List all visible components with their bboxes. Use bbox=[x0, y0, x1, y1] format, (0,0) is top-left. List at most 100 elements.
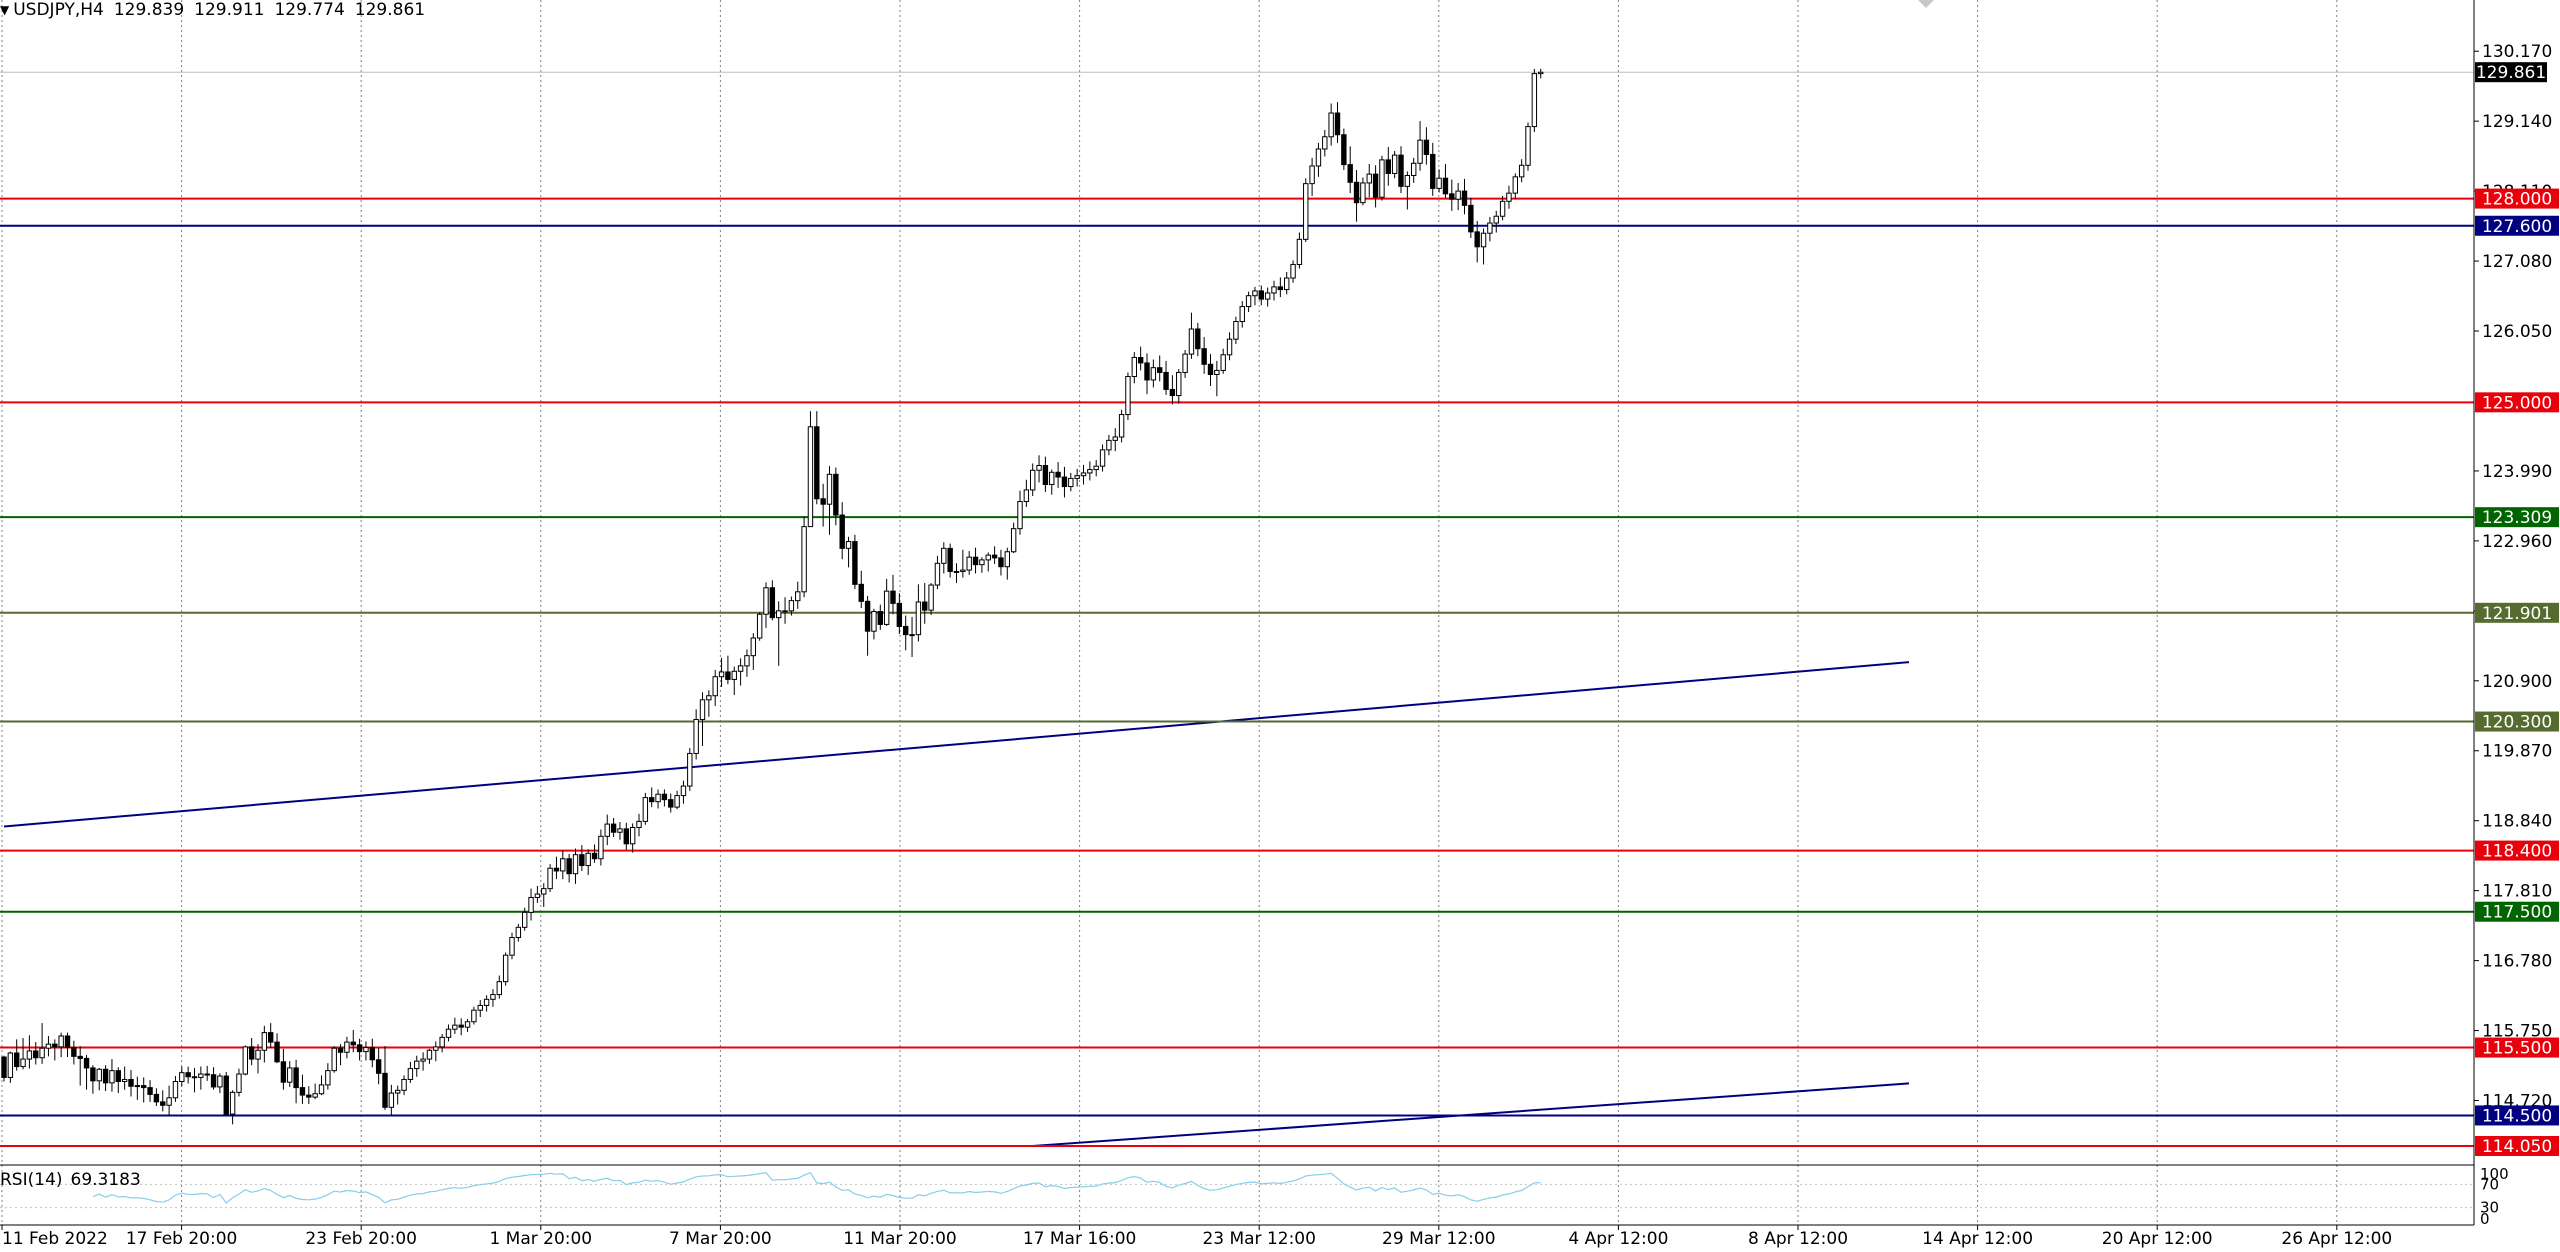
candle bbox=[109, 1059, 115, 1092]
candle-body-bull bbox=[1245, 295, 1252, 308]
candle-body-bear bbox=[223, 1075, 229, 1115]
candle bbox=[20, 1038, 26, 1070]
price-axis-label: 130.170 bbox=[2482, 42, 2552, 62]
time-axis-label: 23 Mar 12:00 bbox=[1202, 1229, 1316, 1249]
candle bbox=[458, 1018, 464, 1036]
candle bbox=[382, 1046, 388, 1111]
candle bbox=[1226, 332, 1233, 361]
candle-body-bull bbox=[655, 793, 661, 803]
candle-body-bull bbox=[560, 858, 566, 872]
candle-body-bear bbox=[274, 1041, 280, 1063]
candle-body-bull bbox=[261, 1032, 268, 1051]
candle bbox=[687, 748, 693, 791]
candle-body-bear bbox=[1061, 476, 1068, 488]
candle-body-bear bbox=[947, 547, 953, 572]
candle-body-bull bbox=[20, 1058, 26, 1068]
candle-body-bull bbox=[401, 1078, 407, 1091]
candle-body-bull bbox=[687, 752, 693, 787]
candle-body-bear bbox=[306, 1094, 312, 1098]
candle-body-bear bbox=[141, 1085, 147, 1089]
candle bbox=[356, 1038, 363, 1061]
candle bbox=[388, 1084, 395, 1116]
candle bbox=[1176, 369, 1182, 404]
candle-body-bear bbox=[649, 797, 655, 803]
candle-body-bull bbox=[642, 797, 649, 822]
candle bbox=[45, 1035, 52, 1057]
candle bbox=[39, 1023, 45, 1064]
candle bbox=[191, 1067, 198, 1093]
candle bbox=[941, 542, 947, 574]
candle bbox=[852, 534, 858, 590]
candle-body-bear bbox=[160, 1101, 166, 1106]
candle bbox=[1252, 286, 1258, 306]
price-tag-box bbox=[2475, 901, 2559, 922]
candle-body-bull bbox=[1087, 469, 1093, 474]
candle-body-bull bbox=[1074, 475, 1080, 479]
candle bbox=[864, 595, 871, 656]
candle bbox=[934, 555, 941, 590]
candle bbox=[26, 1035, 33, 1069]
price-tag-box bbox=[2475, 215, 2559, 236]
price-tag-label: 127.600 bbox=[2482, 217, 2552, 237]
candle-body-bear bbox=[852, 541, 858, 585]
candle-body-bull bbox=[1379, 159, 1385, 198]
candle-body-bull bbox=[39, 1047, 45, 1059]
candle bbox=[680, 780, 687, 804]
candle bbox=[776, 601, 782, 666]
candle-body-bull bbox=[217, 1075, 223, 1088]
candle-body-bull bbox=[1391, 154, 1398, 174]
candle bbox=[960, 549, 966, 578]
candle-body-bull bbox=[1010, 528, 1017, 553]
candle bbox=[128, 1069, 134, 1097]
candle bbox=[1106, 434, 1112, 456]
candle bbox=[198, 1066, 204, 1090]
time-axis-label: 23 Feb 20:00 bbox=[305, 1229, 417, 1249]
candle-body-bull bbox=[1315, 148, 1322, 167]
candle-body-bull bbox=[490, 994, 496, 1000]
current-price-tag-label: 129.861 bbox=[2476, 63, 2546, 83]
candle bbox=[102, 1065, 109, 1092]
candle bbox=[1137, 346, 1144, 371]
candle bbox=[1480, 228, 1487, 265]
candle-body-bull bbox=[1093, 465, 1099, 471]
price-axis-label: 120.900 bbox=[2482, 672, 2552, 692]
candle-body-bear bbox=[191, 1076, 198, 1079]
candle-body-bull bbox=[1068, 477, 1074, 488]
candle bbox=[1195, 322, 1201, 357]
candle-body-bull bbox=[363, 1047, 369, 1053]
candle-body-bull bbox=[58, 1035, 64, 1048]
collapse-triangle-icon[interactable]: ▼ bbox=[0, 3, 10, 17]
symbol-header: ▼ USDJPY,H4 129.839 129.911 129.774 129.861 bbox=[0, 0, 435, 20]
candle-body-bear bbox=[877, 611, 883, 625]
candle-body-bull bbox=[7, 1052, 14, 1078]
price-tag-box bbox=[2475, 507, 2559, 528]
candle-body-bull bbox=[763, 587, 769, 615]
candle bbox=[236, 1068, 242, 1097]
candle-body-bull bbox=[1436, 177, 1442, 189]
candle-body-bull bbox=[287, 1067, 293, 1083]
candle bbox=[1150, 359, 1157, 388]
candle bbox=[1030, 463, 1036, 497]
candle bbox=[312, 1083, 318, 1100]
rsi-scale-label: 100 bbox=[2480, 1165, 2509, 1183]
candle bbox=[725, 655, 731, 685]
candle-body-bull bbox=[109, 1070, 115, 1084]
candle-body-bull bbox=[496, 981, 503, 996]
price-tag-label: 128.000 bbox=[2482, 190, 2552, 210]
candle bbox=[534, 885, 541, 903]
candle bbox=[1125, 372, 1131, 420]
candle bbox=[928, 582, 934, 615]
candle-body-bull bbox=[1099, 449, 1106, 467]
candle bbox=[769, 580, 776, 621]
candle bbox=[598, 829, 604, 866]
candle bbox=[96, 1067, 102, 1091]
candle bbox=[883, 578, 890, 626]
candle-body-bull bbox=[572, 854, 579, 875]
rsi-scale-label: 0 bbox=[2480, 1210, 2490, 1228]
candle bbox=[712, 669, 718, 706]
price-axis-label: 123.990 bbox=[2482, 462, 2552, 482]
candle-body-bull bbox=[426, 1049, 433, 1060]
candle bbox=[528, 888, 534, 921]
